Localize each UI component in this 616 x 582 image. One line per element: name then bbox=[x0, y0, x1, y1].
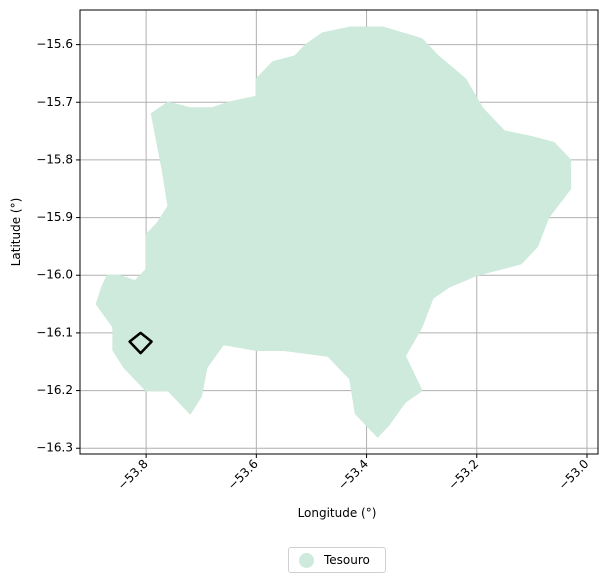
highlighted-area bbox=[128, 331, 153, 355]
x-tick-label: −53.4 bbox=[335, 457, 371, 493]
y-tick-label: −15.7 bbox=[36, 95, 73, 109]
y-tick-label: −15.6 bbox=[36, 37, 73, 51]
y-tick-label: −15.8 bbox=[36, 152, 73, 166]
legend-label-tesouro: Tesouro bbox=[324, 553, 370, 567]
region-tesouro bbox=[95, 26, 572, 438]
y-tick-label: −16.2 bbox=[36, 383, 73, 397]
legend-marker bbox=[299, 552, 314, 568]
x-axis-label: Longitude (°) bbox=[298, 506, 377, 520]
y-axis-label: Latitude (°) bbox=[9, 198, 23, 267]
regions-layer bbox=[95, 26, 572, 438]
plot-frame bbox=[79, 9, 599, 455]
outlines-layer bbox=[128, 331, 153, 355]
x-tick-label: −53.2 bbox=[445, 457, 481, 493]
y-tick-label: −15.9 bbox=[36, 210, 73, 224]
x-tick-label: −53.0 bbox=[556, 457, 592, 493]
x-tick-label: −53.6 bbox=[225, 457, 261, 493]
legend: Tesouro bbox=[288, 547, 386, 573]
x-tick-label: −53.8 bbox=[115, 457, 151, 493]
y-ticks: −15.6 −15.7 −15.8 −15.9 −16.0 −16.1 −16.2 −16.3 bbox=[36, 37, 80, 455]
x-ticks: −53.8 −53.6 −53.4 −53.2 −53.0 bbox=[115, 454, 592, 493]
y-tick-label: −16.0 bbox=[36, 268, 73, 282]
y-tick-label: −16.3 bbox=[36, 441, 73, 455]
y-tick-label: −16.1 bbox=[36, 325, 73, 339]
